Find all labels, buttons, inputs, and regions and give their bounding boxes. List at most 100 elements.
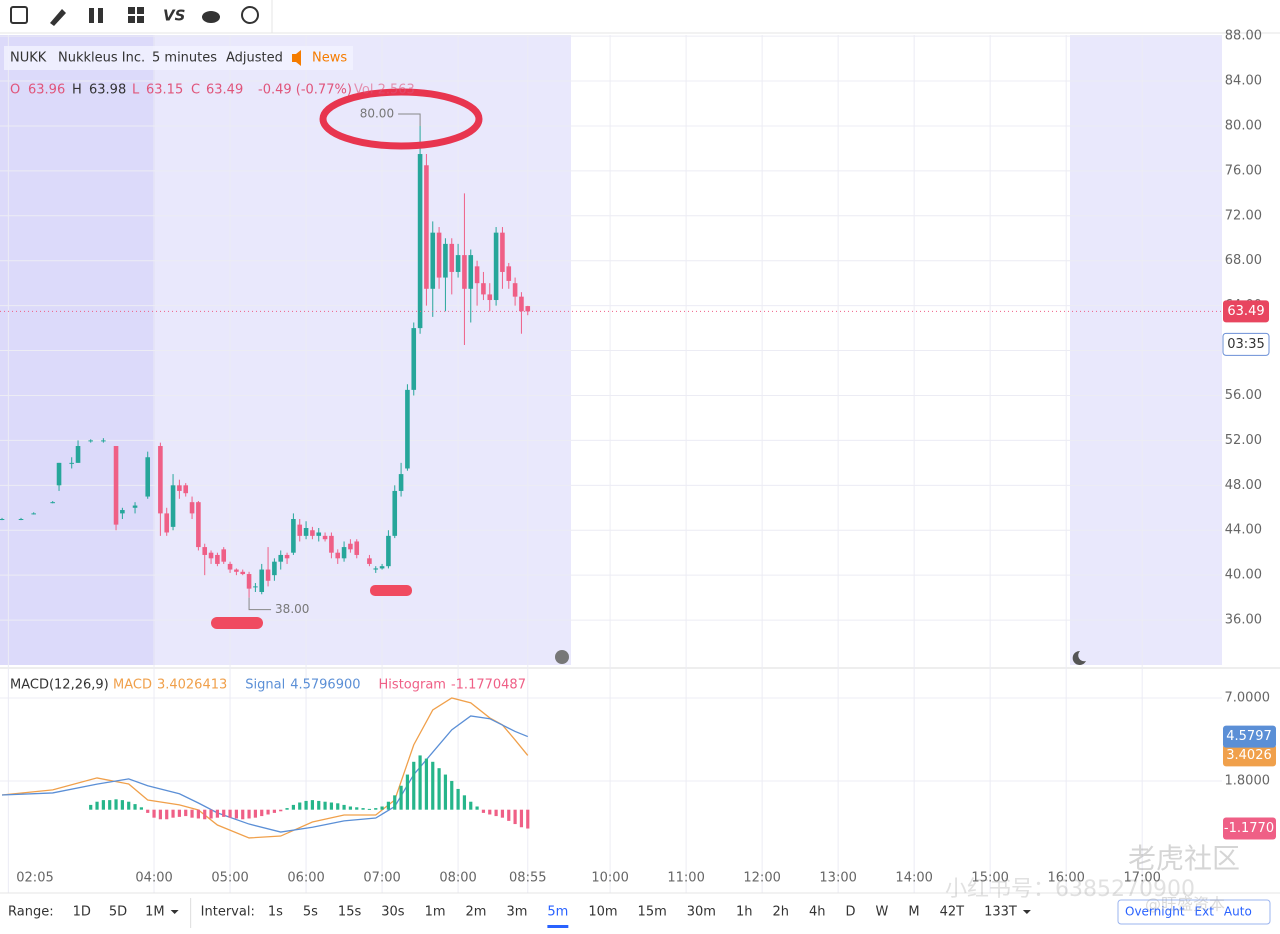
macd-line	[2, 715, 529, 833]
x-tick-label: 02:05	[16, 871, 53, 886]
candle-body	[455, 255, 461, 272]
range-button[interactable]: 5D	[109, 905, 127, 920]
candle-body	[253, 586, 258, 588]
candle-body	[69, 462, 75, 464]
toolbar-icons: VS	[10, 6, 259, 26]
histogram-bar	[222, 809, 226, 817]
y-tick-label: 84.00	[1225, 74, 1262, 89]
interval-button[interactable]: 42T	[940, 905, 965, 920]
interval-button[interactable]: 1m	[425, 905, 446, 920]
y-tick-label: 56.00	[1225, 388, 1262, 403]
histogram-bar	[488, 809, 492, 815]
icon-bars[interactable]	[89, 8, 94, 23]
interval-button[interactable]: W	[876, 905, 889, 920]
toggle-button[interactable]: Overnight	[1125, 905, 1185, 919]
interval-button[interactable]: 10m	[588, 905, 617, 920]
company: Nukkleus Inc.	[58, 51, 145, 66]
histogram-bar	[418, 755, 422, 810]
interval-button[interactable]: 133T	[984, 905, 1017, 920]
news[interactable]: News	[312, 51, 347, 66]
candle-body	[158, 446, 163, 514]
icon-vs[interactable]: VS	[163, 7, 185, 25]
interval-button[interactable]: 2h	[773, 905, 790, 920]
toggle-group[interactable]	[1117, 899, 1271, 925]
interval-button[interactable]: 1h	[736, 905, 753, 920]
candle-body	[411, 328, 417, 390]
legend-header: NUKK Nukkleus Inc. 5 minutes Adjusted Ne…	[4, 46, 415, 98]
candle-body	[398, 474, 404, 491]
interval-button[interactable]: D	[846, 905, 856, 920]
toggle-button[interactable]: Auto	[1224, 905, 1252, 919]
candle-body	[493, 232, 499, 301]
candle-body	[512, 283, 518, 297]
x-tick-label: 16:00	[1047, 871, 1084, 886]
interval-button[interactable]: M	[908, 905, 919, 920]
histogram-bar	[361, 808, 365, 810]
candle-body	[183, 485, 189, 494]
histogram-bar	[450, 780, 454, 810]
icon-replay[interactable]	[241, 6, 259, 24]
interval-button[interactable]: 30s	[381, 905, 405, 920]
histogram-bar	[234, 809, 238, 819]
candle-body	[449, 243, 455, 272]
histogram-bar	[120, 800, 124, 810]
value-tag	[1223, 817, 1276, 840]
x-tick-label: 17:00	[1123, 871, 1160, 886]
candle-body	[386, 535, 391, 567]
last-price-tag	[1223, 300, 1269, 323]
histogram-bar	[203, 809, 207, 820]
candle-body	[18, 519, 24, 521]
histogram-bar	[139, 807, 143, 810]
toggle-button[interactable]: Ext	[1195, 905, 1215, 919]
x-tick-label: 04:00	[135, 871, 172, 886]
histogram-bar	[133, 804, 137, 810]
value-tag-label: 4.5797	[1226, 729, 1272, 744]
histogram-bar	[146, 809, 150, 813]
dropdown-arrow	[1022, 910, 1031, 914]
y-tick-label: 40.00	[1225, 568, 1262, 583]
candle-body	[31, 513, 36, 515]
interval-button[interactable]: 30m	[687, 905, 716, 920]
histogram-bar	[342, 804, 346, 810]
interval-button[interactable]: 5m	[547, 905, 568, 920]
candle-body	[0, 519, 5, 521]
candle-body	[335, 552, 341, 559]
legend-value: -1.1770487	[451, 678, 526, 693]
icon-draw[interactable]	[50, 9, 66, 26]
interval-button[interactable]: 3m	[506, 905, 527, 920]
watermark: @旺盛资本	[1145, 895, 1225, 914]
interval-button[interactable]: 15m	[638, 905, 667, 920]
candle-body	[367, 558, 372, 564]
y-tick-label: 76.00	[1225, 163, 1262, 178]
candle-body	[506, 266, 512, 281]
interval-button[interactable]: 4h	[809, 905, 826, 920]
candle-body	[348, 543, 353, 550]
countdown-tag	[1222, 332, 1270, 356]
icon-cloud[interactable]	[202, 11, 220, 23]
icon-chart[interactable]	[10, 6, 28, 24]
x-tick-label: 15:00	[971, 871, 1008, 886]
macd-line	[1, 697, 529, 839]
candle-body	[177, 485, 182, 491]
histogram-bar	[336, 803, 340, 810]
histogram-bar	[190, 809, 194, 818]
interval-button[interactable]: 5s	[303, 905, 318, 920]
candle-body	[208, 552, 214, 559]
x-tick-label: 08:55	[509, 871, 546, 886]
interval-button[interactable]: 1s	[268, 905, 283, 920]
interval-button[interactable]: 2m	[466, 905, 487, 920]
range-button[interactable]: 1D	[73, 905, 91, 920]
annotation: 38.00	[275, 602, 309, 616]
last-price-label: 63.49	[1227, 304, 1264, 319]
candle-body	[145, 457, 151, 497]
y-tick-label: 44.00	[1225, 523, 1262, 538]
candle-body	[75, 446, 81, 463]
histogram-bar	[95, 801, 99, 810]
x-tick-label: 08:00	[439, 871, 476, 886]
interval-button[interactable]: 15s	[338, 905, 362, 920]
histogram-bar	[241, 809, 245, 820]
value-tag	[1223, 725, 1276, 748]
candle-body	[202, 547, 208, 555]
range-button[interactable]: 1M	[145, 905, 165, 920]
candle-body	[56, 462, 62, 486]
